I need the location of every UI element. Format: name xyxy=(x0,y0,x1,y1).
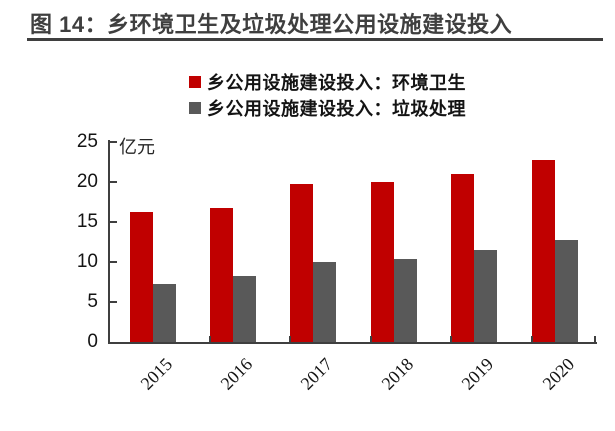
legend-label-environment: 乡公用设施建设投入：环境卫生 xyxy=(207,73,466,93)
y-axis-label: 15 xyxy=(76,211,98,232)
x-axis-label-2017: 2017 xyxy=(296,354,337,394)
title-underline xyxy=(27,38,603,41)
y-axis-tick xyxy=(110,141,117,143)
legend-item-garbage: 乡公用设施建设投入：垃圾处理 xyxy=(189,96,466,120)
x-axis-label-2019: 2019 xyxy=(457,354,498,394)
x-axis-label-2018: 2018 xyxy=(377,354,417,394)
y-axis-tick xyxy=(110,181,117,183)
bar-laji-chuli-2020 xyxy=(554,240,578,342)
bar-laji-chuli-2016 xyxy=(232,276,256,342)
x-axis-tick xyxy=(289,336,292,342)
y-axis-line xyxy=(108,140,110,344)
bar-laji-chuli-2019 xyxy=(474,250,498,342)
legend-swatch-garbage xyxy=(189,102,201,114)
bar-huanjing-weisheng-2016 xyxy=(209,208,233,342)
y-axis-label: 0 xyxy=(87,331,98,352)
x-axis-label-2020: 2020 xyxy=(538,354,578,394)
bar-laji-chuli-2015 xyxy=(152,284,176,342)
y-axis-label: 10 xyxy=(76,251,98,272)
y-axis-unit-label: 亿元 xyxy=(119,137,155,157)
bar-laji-chuli-2017 xyxy=(313,262,337,342)
y-axis-tick xyxy=(110,261,117,263)
bar-huanjing-weisheng-2019 xyxy=(451,174,475,342)
y-axis-label: 5 xyxy=(87,291,98,312)
x-axis-tick-end xyxy=(594,336,596,342)
bar-huanjing-weisheng-2015 xyxy=(129,212,153,342)
y-axis-tick xyxy=(110,221,117,223)
legend-swatch-environment xyxy=(189,76,201,88)
y-axis-label: 20 xyxy=(76,171,98,192)
x-axis-tick xyxy=(530,336,533,342)
y-axis-label: 25 xyxy=(76,131,98,152)
bar-huanjing-weisheng-2018 xyxy=(370,182,394,342)
figure-title: 图 14：乡环境卫生及垃圾处理公用设施建设投入 xyxy=(30,12,513,37)
x-axis-line xyxy=(108,342,597,344)
legend-label-garbage: 乡公用设施建设投入：垃圾处理 xyxy=(207,99,466,119)
x-axis-tick xyxy=(369,336,372,342)
legend-item-environment: 乡公用设施建设投入：环境卫生 xyxy=(189,70,466,94)
bar-huanjing-weisheng-2017 xyxy=(290,184,314,342)
x-axis-tick xyxy=(450,336,453,342)
y-axis-tick xyxy=(110,301,117,303)
x-axis-tick xyxy=(208,336,211,342)
bar-huanjing-weisheng-2020 xyxy=(531,160,555,342)
x-axis-label-2015: 2015 xyxy=(136,354,176,394)
x-axis-label-2016: 2016 xyxy=(216,354,257,394)
bar-laji-chuli-2018 xyxy=(393,259,417,342)
